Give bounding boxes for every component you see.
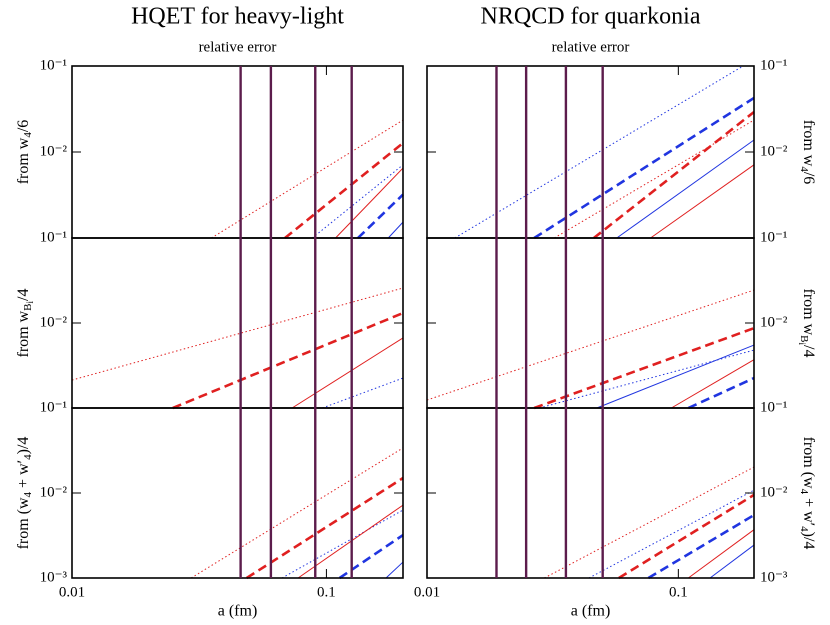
series-line	[387, 221, 404, 239]
y-tick-label: 10⁻¹	[760, 229, 787, 245]
x-axis-label: a (fm)	[218, 603, 258, 620]
y-axis-label-part: B	[798, 335, 810, 342]
y-tick-label: 10⁻¹	[760, 399, 787, 415]
series-line	[245, 476, 404, 580]
panel-frame	[71, 237, 404, 409]
y-axis-label-part: 4	[22, 454, 34, 460]
y-axis-label-part: from w	[800, 120, 817, 167]
y-axis-label-part: /6	[800, 172, 817, 184]
series-line	[593, 110, 755, 240]
y-axis-label: from (w4 + w′4)/4	[798, 437, 817, 550]
y-axis-label-part: 4	[798, 526, 810, 532]
y-tick-label: 10⁻¹	[40, 57, 67, 73]
series-line	[588, 489, 755, 579]
series-line	[687, 376, 755, 410]
series-line	[281, 509, 404, 579]
series-line	[616, 139, 755, 239]
y-axis-label-part: 4	[22, 132, 34, 138]
series-line	[385, 561, 404, 579]
y-tick-label: 10⁻¹	[40, 399, 67, 415]
y-axis-label-part: from w	[800, 289, 817, 336]
y-axis-label-part: from w	[15, 137, 32, 184]
series-line	[71, 287, 404, 381]
x-tick-label: 0.1	[669, 584, 688, 600]
y-axis-label: from w4/6	[798, 120, 817, 185]
series-line	[311, 164, 404, 239]
x-tick-label: 0.01	[414, 584, 440, 600]
x-tick-label: 0.01	[59, 584, 85, 600]
y-tick-label: 10⁻³	[760, 569, 788, 585]
series-line	[596, 344, 755, 409]
y-axis-label-part: + w′	[15, 460, 32, 492]
y-axis-label: from w4/6	[15, 120, 34, 185]
series-line	[671, 359, 755, 409]
series-line	[618, 493, 755, 580]
series-line	[647, 513, 755, 580]
y-tick-label: 10⁻¹	[40, 229, 67, 245]
series-line	[554, 119, 755, 239]
series-line	[322, 377, 404, 409]
y-axis-label-part: 4	[22, 491, 34, 497]
y-axis-label-part: i	[797, 343, 807, 346]
y-axis-label-part: 4	[798, 489, 810, 495]
panel-frame	[71, 65, 404, 239]
y-axis-label-part: from w	[15, 310, 32, 357]
y-axis-label-part: B	[22, 303, 34, 310]
subtitle: relative error	[552, 39, 630, 55]
y-tick-label: 10⁻²	[760, 484, 788, 500]
y-axis-label-part: 4	[798, 166, 810, 172]
series-line	[533, 326, 755, 410]
series-line	[357, 193, 404, 239]
y-tick-label: 10⁻²	[40, 143, 68, 159]
y-tick-label: 10⁻²	[760, 143, 788, 159]
series-line	[211, 119, 404, 239]
y-tick-label: 10⁻³	[40, 569, 68, 585]
y-axis-label-part: /6	[15, 120, 32, 132]
panel-frame	[426, 407, 755, 579]
series-line	[709, 544, 755, 579]
y-axis-label: from (w4 + w′4)/4	[15, 437, 34, 550]
y-tick-label: 10⁻²	[40, 484, 68, 500]
x-axis-label: a (fm)	[571, 603, 611, 620]
series-line	[544, 466, 755, 579]
series-line	[335, 167, 404, 239]
chart-title: NRQCD for quarkonia	[481, 4, 701, 30]
y-axis-label-part: from (w	[800, 437, 817, 489]
series-line	[338, 533, 404, 580]
series-line	[426, 289, 755, 401]
series-line	[190, 447, 404, 579]
subtitle: relative error	[199, 39, 277, 55]
y-axis-label-part: from (w	[15, 497, 32, 549]
y-tick-label: 10⁻¹	[760, 57, 787, 73]
panel-frame	[71, 407, 404, 579]
series-line	[291, 337, 404, 409]
series-line	[688, 529, 755, 579]
y-axis-label-part: )/4	[800, 532, 817, 550]
series-line	[284, 142, 404, 240]
y-tick-label: 10⁻²	[760, 314, 788, 330]
y-axis-label-part: + w′	[800, 494, 817, 526]
y-axis-label: from wBi/4	[15, 289, 35, 358]
panel-frame	[426, 237, 755, 409]
chart-title: HQET for heavy-light	[131, 4, 344, 30]
series-line	[650, 164, 755, 239]
y-axis-label-part: /4	[800, 345, 817, 357]
y-axis-label-part: /4	[15, 289, 32, 301]
series-line	[172, 311, 404, 410]
series-line	[533, 96, 755, 240]
y-axis-label: from wBi/4	[797, 289, 817, 358]
x-tick-label: 0.1	[317, 584, 336, 600]
y-axis-label-part: i	[25, 300, 35, 303]
y-axis-label-part: )/4	[15, 437, 32, 455]
y-tick-label: 10⁻²	[40, 314, 68, 330]
